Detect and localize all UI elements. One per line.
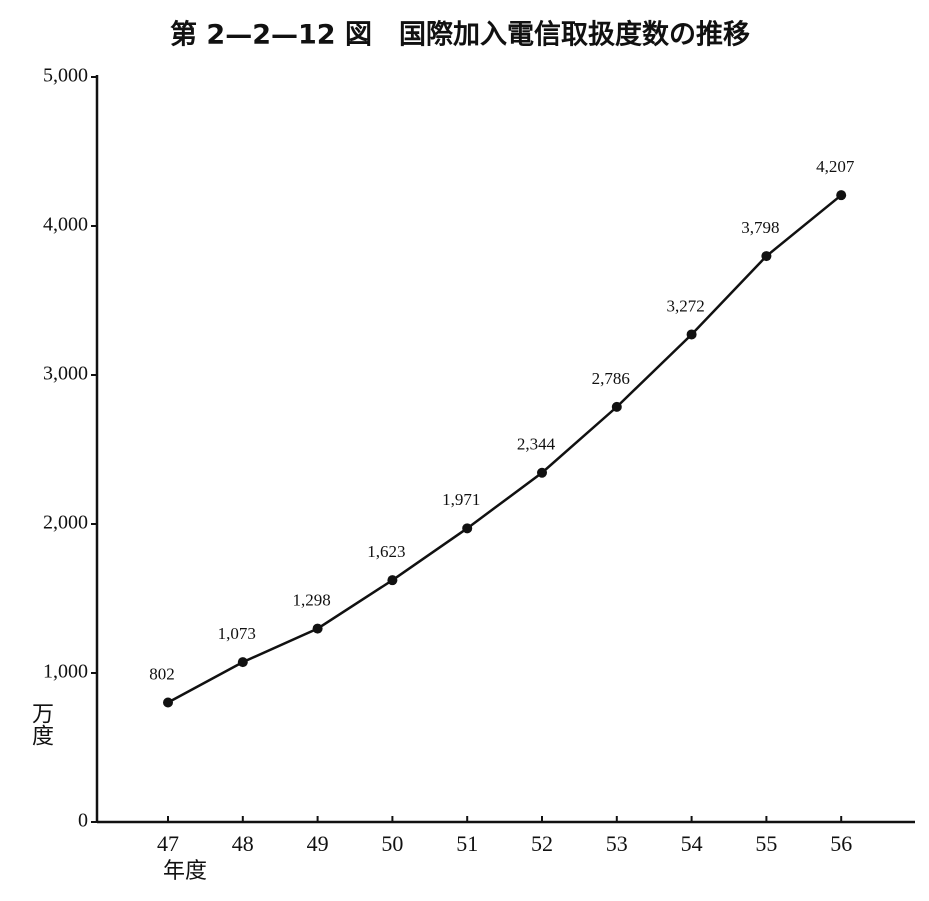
data-point [312, 623, 323, 634]
data-point [237, 657, 248, 668]
x-tick-label: 49 [307, 831, 329, 856]
data-label: 1,623 [367, 542, 405, 561]
data-label: 3,272 [666, 296, 704, 315]
y-tick-label: 1,000 [43, 661, 88, 683]
data-point [163, 697, 173, 708]
y-axis-label: 万度 [28, 702, 54, 746]
series-line [167, 194, 842, 704]
y-tick-label: 4,000 [43, 214, 88, 236]
y-tick-label: 0 [78, 810, 88, 832]
data-label: 1,073 [218, 624, 256, 643]
data-label: 802 [149, 664, 175, 683]
chart-title: 第 2—2—12 図 国際加入電信取扱度数の推移 [170, 19, 750, 51]
x-tick-label: 56 [830, 831, 852, 856]
data-label: 2,344 [517, 435, 556, 454]
data-point [537, 467, 547, 478]
data-point [611, 401, 622, 412]
data-point [761, 251, 772, 262]
data-label: 2,786 [592, 369, 630, 388]
x-tick-label: 48 [232, 831, 254, 856]
x-tick-label: 50 [381, 831, 403, 856]
data-label: 4,207 [816, 157, 855, 176]
x-tick-label: 52 [531, 831, 553, 856]
data-point [836, 190, 847, 201]
data-point [462, 523, 473, 534]
x-tick-label: 55 [755, 831, 777, 856]
x-tick-label: 54 [681, 831, 703, 856]
x-tick-label: 51 [456, 831, 478, 856]
data-point [387, 575, 398, 586]
data-point [686, 329, 697, 340]
y-tick-label: 2,000 [43, 512, 88, 534]
data-label: 1,298 [292, 591, 330, 610]
y-tick-label: 5,000 [43, 65, 88, 87]
x-tick-label: 47 [157, 831, 179, 856]
x-axis-label: 年度 [163, 859, 207, 884]
x-tick-label: 53 [606, 831, 628, 856]
data-label: 3,798 [741, 218, 779, 237]
y-tick-label: 3,000 [43, 363, 88, 385]
data-label: 1,971 [442, 490, 480, 509]
